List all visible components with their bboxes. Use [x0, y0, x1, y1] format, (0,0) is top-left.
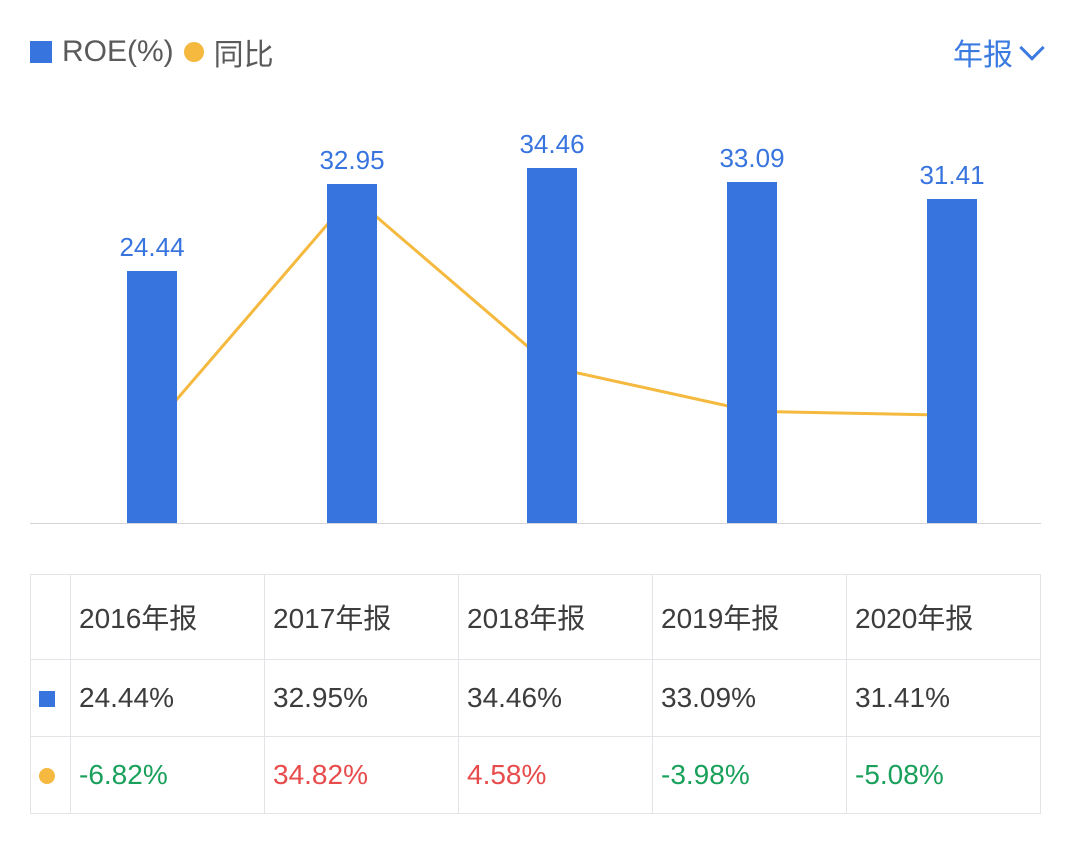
chart-header: ROE(%) 同比 年报 — [30, 30, 1041, 74]
table-corner — [31, 575, 71, 660]
legend-marker-yoy — [184, 42, 204, 62]
legend-marker-roe — [30, 41, 52, 63]
bar-value-label: 24.44 — [119, 232, 184, 263]
period-selector-label: 年报 — [953, 30, 1013, 74]
legend-label-roe: ROE(%) — [62, 35, 174, 69]
bar-value-label: 31.41 — [919, 160, 984, 191]
bar-group: 24.44 — [127, 232, 177, 523]
chevron-down-icon — [1019, 35, 1044, 60]
col-header: 2018年报 — [459, 575, 653, 660]
bar — [727, 182, 777, 523]
table-header-row: 2016年报 2017年报 2018年报 2019年报 2020年报 — [31, 575, 1041, 660]
bar — [127, 271, 177, 523]
period-selector[interactable]: 年报 — [953, 30, 1041, 74]
cell: -5.08% — [847, 737, 1041, 814]
cell: 31.41% — [847, 660, 1041, 737]
legend-label-yoy: 同比 — [214, 30, 274, 74]
col-header: 2017年报 — [265, 575, 459, 660]
table-row-yoy: -6.82% 34.82% 4.58% -3.98% -5.08% — [31, 737, 1041, 814]
bar-value-label: 34.46 — [519, 129, 584, 160]
legend: ROE(%) 同比 — [30, 30, 274, 74]
bar — [927, 199, 977, 523]
cell: 34.46% — [459, 660, 653, 737]
cell: 24.44% — [71, 660, 265, 737]
bar — [327, 184, 377, 523]
cell: -3.98% — [653, 737, 847, 814]
square-icon — [39, 691, 55, 707]
col-header: 2019年报 — [653, 575, 847, 660]
chart-area: 24.44 32.95 34.46 33.09 31.41 — [30, 104, 1041, 524]
table-row-roe: 24.44% 32.95% 34.46% 33.09% 31.41% — [31, 660, 1041, 737]
row-marker-cell — [31, 737, 71, 814]
cell: 34.82% — [265, 737, 459, 814]
data-table: 2016年报 2017年报 2018年报 2019年报 2020年报 24.44… — [30, 574, 1041, 814]
bar-group: 33.09 — [727, 143, 777, 523]
row-marker-cell — [31, 660, 71, 737]
cell: 32.95% — [265, 660, 459, 737]
bar — [527, 168, 577, 523]
circle-icon — [39, 768, 55, 784]
bar-value-label: 33.09 — [719, 143, 784, 174]
bar-value-label: 32.95 — [319, 145, 384, 176]
cell: 33.09% — [653, 660, 847, 737]
bar-group: 34.46 — [527, 129, 577, 523]
bar-group: 31.41 — [927, 160, 977, 523]
col-header: 2020年报 — [847, 575, 1041, 660]
cell: -6.82% — [71, 737, 265, 814]
bar-group: 32.95 — [327, 145, 377, 523]
col-header: 2016年报 — [71, 575, 265, 660]
cell: 4.58% — [459, 737, 653, 814]
